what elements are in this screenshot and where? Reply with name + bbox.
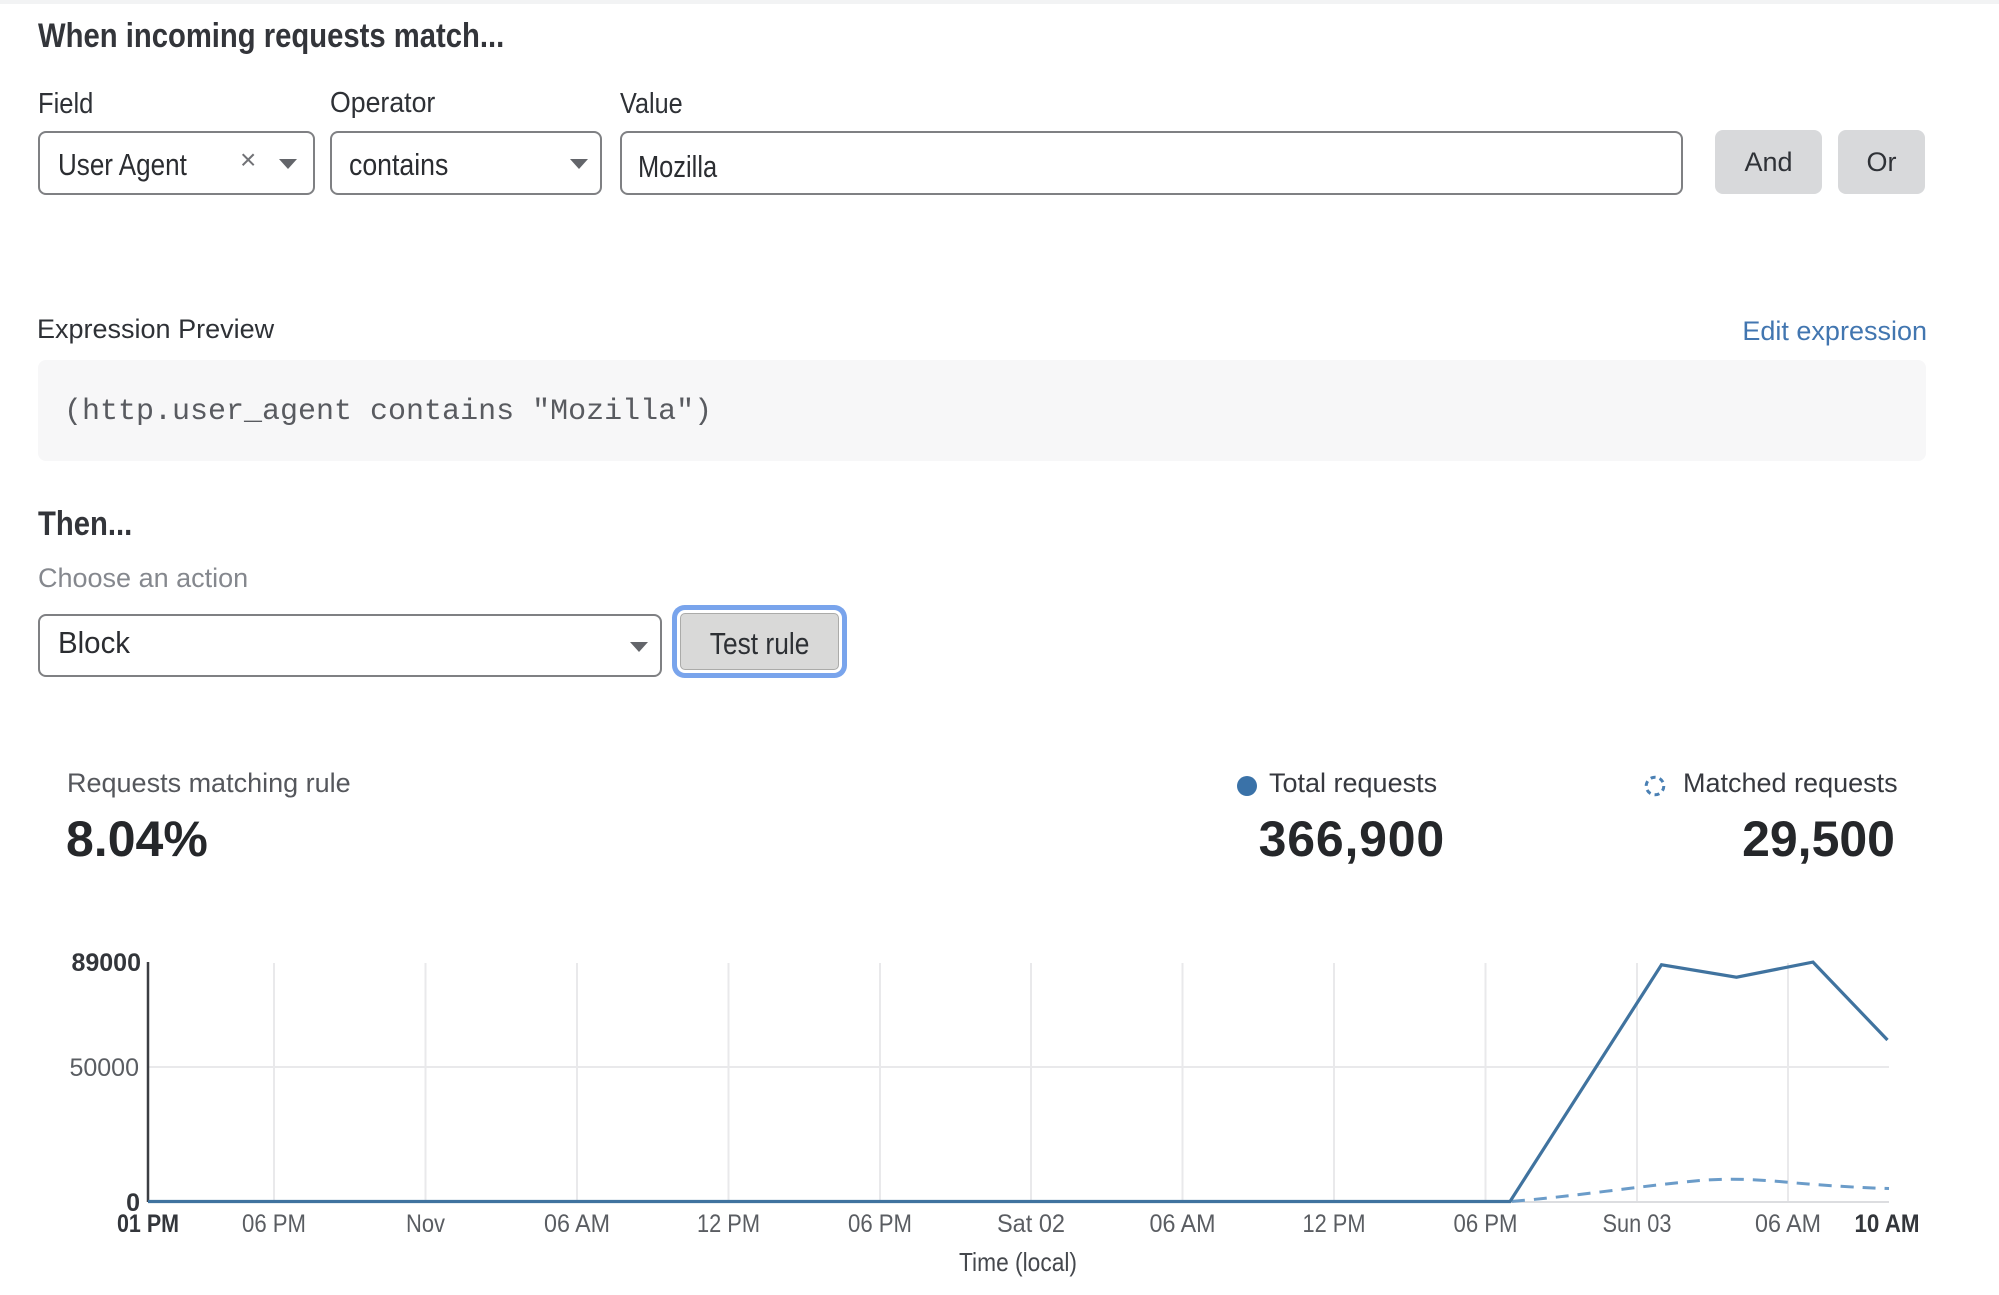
- svg-text:Sat 02: Sat 02: [997, 1210, 1065, 1238]
- svg-text:Sun 03: Sun 03: [1603, 1210, 1672, 1238]
- svg-text:10 AM: 10 AM: [1855, 1210, 1920, 1238]
- svg-text:06 PM: 06 PM: [848, 1210, 912, 1238]
- svg-text:06 PM: 06 PM: [242, 1210, 306, 1238]
- svg-text:01 PM: 01 PM: [117, 1210, 179, 1238]
- svg-text:06 AM: 06 AM: [1755, 1210, 1821, 1238]
- svg-text:Time (local): Time (local): [959, 1247, 1077, 1277]
- svg-text:0: 0: [126, 1189, 140, 1217]
- svg-text:06 PM: 06 PM: [1454, 1210, 1518, 1238]
- svg-text:06 AM: 06 AM: [544, 1210, 610, 1238]
- svg-text:89000: 89000: [71, 949, 141, 977]
- svg-text:50000: 50000: [69, 1054, 139, 1082]
- svg-text:12 PM: 12 PM: [697, 1210, 760, 1238]
- svg-text:06 AM: 06 AM: [1150, 1210, 1216, 1238]
- svg-text:12 PM: 12 PM: [1303, 1210, 1366, 1238]
- svg-text:Nov: Nov: [406, 1210, 445, 1238]
